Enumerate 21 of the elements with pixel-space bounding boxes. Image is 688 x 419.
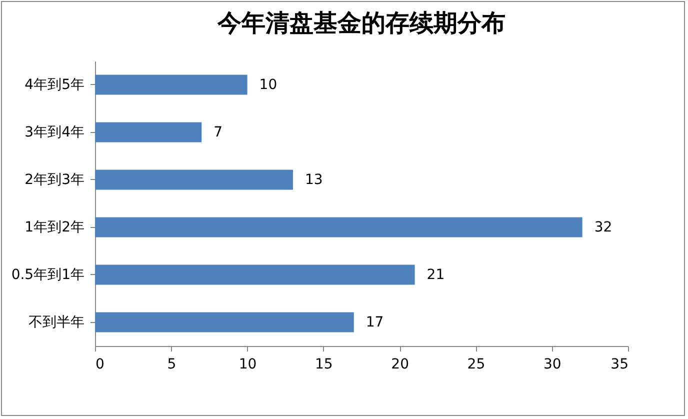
data-label: 17: [366, 314, 384, 330]
y-tick-label: 0.5年到1年: [11, 266, 84, 283]
y-tick-label: 不到半年: [28, 314, 84, 330]
x-tick-label: 35: [610, 356, 628, 372]
data-label: 13: [304, 172, 323, 188]
data-label: 7: [214, 124, 223, 140]
data-label: 10: [259, 76, 278, 93]
data-label: 32: [594, 219, 612, 236]
x-tick-label: 5: [167, 356, 176, 372]
chart-title: 今年清盘基金的存续期分布: [216, 8, 506, 37]
x-tick-label: 15: [315, 356, 333, 372]
x-tick-label: 20: [391, 356, 409, 372]
x-tick-label: 30: [543, 356, 562, 372]
y-tick-label: 3年到4年: [24, 124, 84, 140]
data-label: 21: [426, 266, 445, 283]
y-tick-label: 4年到5年: [24, 76, 84, 93]
y-tick-label: 1年到2年: [24, 219, 84, 236]
x-tick-label: 25: [467, 356, 486, 372]
x-tick-label: 0: [96, 356, 104, 372]
y-tick-label: 2年到3年: [24, 172, 84, 188]
x-tick-label: 10: [238, 356, 257, 372]
